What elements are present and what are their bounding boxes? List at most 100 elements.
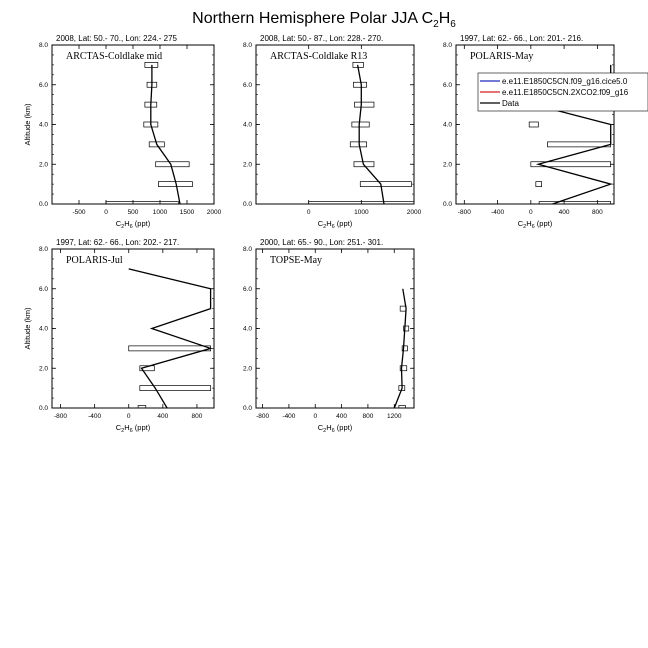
x-tick-label: 1000 xyxy=(153,209,168,216)
panel-label: POLARIS-Jul xyxy=(66,255,123,266)
plot-data xyxy=(308,62,414,204)
x-tick-label: 0 xyxy=(127,413,131,420)
y-tick-label: 0.0 xyxy=(243,201,252,208)
y-tick-label: 8.0 xyxy=(243,246,252,253)
y-tick-label: 2.0 xyxy=(243,365,252,372)
x-tick-label: 0 xyxy=(307,209,311,216)
series-line-data xyxy=(150,64,181,204)
x-tick-label: 2000 xyxy=(407,209,422,216)
y-tick-label: 4.0 xyxy=(39,122,48,129)
plot-data xyxy=(128,268,213,408)
x-tick-label: -800 xyxy=(458,209,471,216)
data-range-box xyxy=(349,141,367,148)
chart-panel-1: 2008, Lat: 50.- 87., Lon: 228.- 270. 0.0 2… xyxy=(243,34,422,230)
x-tick-label: 0 xyxy=(313,413,317,420)
x-axis-label: C2H6 (ppt) xyxy=(116,219,151,230)
y-tick-label: 2.0 xyxy=(39,161,48,168)
data-range-box xyxy=(530,161,612,168)
y-tick-label: 2.0 xyxy=(39,365,48,372)
y-tick-label: 4.0 xyxy=(243,326,252,333)
chart-panel-0: 2008, Lat: 50.- 70., Lon: 224.- 275 0.0 2.… xyxy=(23,34,222,230)
y-tick-label: 0.0 xyxy=(39,405,48,412)
x-tick-label: 2000 xyxy=(207,209,222,216)
x-tick-label: 500 xyxy=(128,209,139,216)
plot-frame xyxy=(51,248,215,409)
x-axis-label: C2H6 (ppt) xyxy=(518,219,553,230)
panel-label: TOPSE-May xyxy=(270,255,322,266)
data-range-box xyxy=(398,405,406,408)
y-tick-label: 0.0 xyxy=(243,405,252,412)
y-tick-label: 4.0 xyxy=(39,326,48,333)
y-tick-label: 8.0 xyxy=(39,42,48,49)
panel-header: 2000, Lat: 65.- 90., Lon: 251.- 301. xyxy=(260,238,383,247)
data-range-box xyxy=(359,181,412,187)
data-range-box xyxy=(354,101,375,108)
panel-label: POLARIS-May xyxy=(470,51,533,62)
plot-frame xyxy=(255,44,415,205)
data-range-box xyxy=(353,161,375,168)
data-range-box xyxy=(353,81,367,88)
legend-label: e.e11.E1850C5CN.2XCO2.f09_g16 xyxy=(502,88,629,97)
y-tick-label: 8.0 xyxy=(243,42,252,49)
chart-panel-4: 2000, Lat: 65.- 90., Lon: 251.- 301. 0.0 2… xyxy=(243,238,415,434)
x-tick-label: 800 xyxy=(592,209,603,216)
x-axis-label: C2H6 (ppt) xyxy=(116,423,151,434)
data-range-box xyxy=(105,201,179,204)
data-range-box xyxy=(403,325,410,332)
legend-label: e.e11.E1850C5CN.f09_g16.cice5.0 xyxy=(502,77,628,86)
y-tick-label: 6.0 xyxy=(243,82,252,89)
plot-data xyxy=(393,288,410,408)
data-range-box xyxy=(401,345,408,352)
series-line-data xyxy=(393,288,407,408)
legend-frame xyxy=(477,72,648,112)
panel-header: 2008, Lat: 50.- 70., Lon: 224.- 275 xyxy=(56,34,178,43)
y-tick-label: 2.0 xyxy=(443,161,452,168)
panel-label: ARCTAS-Coldlake R13 xyxy=(270,51,367,62)
y-tick-label: 8.0 xyxy=(39,246,48,253)
plot-frame xyxy=(51,44,215,205)
x-tick-label: -400 xyxy=(491,209,504,216)
data-range-box xyxy=(139,385,211,391)
y-tick-label: 4.0 xyxy=(243,122,252,129)
data-range-box xyxy=(308,201,414,204)
x-tick-label: 400 xyxy=(559,209,570,216)
data-range-box xyxy=(535,181,543,187)
series-line-data xyxy=(128,268,213,408)
x-tick-label: 1500 xyxy=(180,209,195,216)
x-axis-label: C2H6 (ppt) xyxy=(318,423,353,434)
data-range-box xyxy=(547,141,612,148)
y-axis-label: Altitude (km) xyxy=(23,307,32,350)
x-tick-label: -400 xyxy=(88,413,101,420)
data-range-box xyxy=(538,201,612,204)
x-tick-label: 1200 xyxy=(387,413,402,420)
x-tick-label: -400 xyxy=(282,413,295,420)
x-tick-label: 800 xyxy=(362,413,373,420)
panel-header: 1997, Lat: 62.- 66., Lon: 201.- 216. xyxy=(460,34,583,43)
data-range-box xyxy=(399,365,408,372)
chart-panel-3: 1997, Lat: 62.- 66., Lon: 202.- 217. 0.0 2… xyxy=(23,238,215,434)
panel-label: ARCTAS-Coldlake mid xyxy=(66,51,162,62)
panel-header: 1997, Lat: 62.- 66., Lon: 202.- 217. xyxy=(56,238,179,247)
x-tick-label: 0 xyxy=(104,209,108,216)
data-range-box xyxy=(528,121,539,128)
figure-title: Northern Hemisphere Polar JJA C2H6 xyxy=(192,10,456,30)
data-range-box xyxy=(128,345,211,352)
data-range-box xyxy=(351,121,370,128)
y-tick-label: 6.0 xyxy=(39,82,48,89)
y-tick-label: 8.0 xyxy=(443,42,452,49)
y-tick-label: 6.0 xyxy=(243,286,252,293)
panels-group: 2008, Lat: 50.- 70., Lon: 224.- 275 0.0 2.… xyxy=(23,34,648,434)
x-tick-label: -500 xyxy=(72,209,85,216)
y-tick-label: 0.0 xyxy=(39,201,48,208)
data-range-box xyxy=(137,405,147,408)
plot-data xyxy=(105,62,193,204)
x-tick-label: -800 xyxy=(54,413,67,420)
plot-frame xyxy=(455,44,615,205)
legend-box: e.e11.E1850C5CN.f09_g16.cice5.0 e.e11.E18… xyxy=(477,72,648,112)
x-axis-label: C2H6 (ppt) xyxy=(318,219,353,230)
y-tick-label: 0.0 xyxy=(443,201,452,208)
legend-label: Data xyxy=(502,99,519,108)
data-range-box xyxy=(155,161,190,168)
x-tick-label: -800 xyxy=(256,413,269,420)
